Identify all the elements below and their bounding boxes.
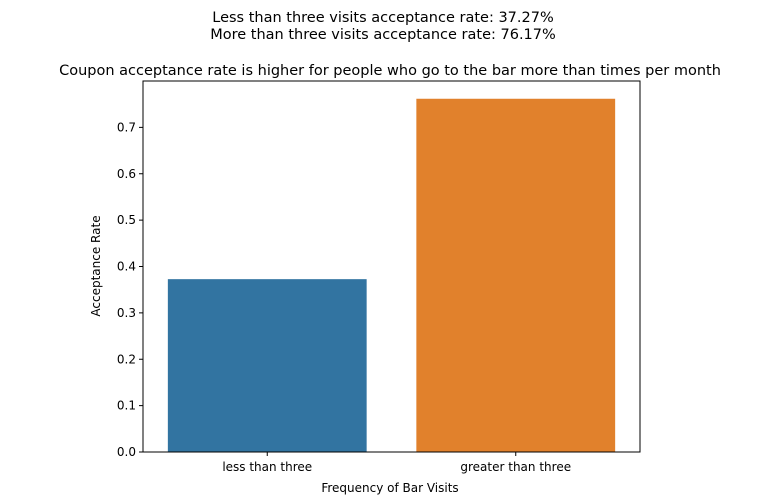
- suptitle-line-1: Less than three visits acceptance rate: …: [212, 10, 554, 26]
- bars-group: [167, 98, 616, 452]
- y-tick-label-6: 0.6: [117, 167, 136, 181]
- y-tick-label-4: 0.4: [117, 260, 136, 274]
- y-tick-label-7: 0.7: [117, 120, 136, 134]
- y-axis-label: Acceptance Rate: [89, 215, 103, 316]
- y-tick-label-1: 0.1: [117, 399, 136, 413]
- y-tick-label-5: 0.5: [117, 213, 136, 227]
- x-axis-ticks: less than three greater than three: [222, 452, 571, 474]
- y-tick-label-0: 0.0: [117, 445, 136, 459]
- chart-title: Coupon acceptance rate is higher for peo…: [59, 63, 721, 79]
- plot-frame: [142, 80, 641, 453]
- x-tick-label-1: greater than three: [460, 460, 571, 474]
- bar-1: [416, 98, 616, 452]
- x-axis-label: Frequency of Bar Visits: [321, 481, 458, 495]
- y-axis-ticks: 0.0 0.1 0.2 0.3 0.4 0.5 0.6 0.7: [117, 120, 143, 459]
- y-tick-label-3: 0.3: [117, 306, 136, 320]
- y-tick-label-2: 0.2: [117, 352, 136, 366]
- x-tick-label-0: less than three: [222, 460, 312, 474]
- suptitle-line-2: More than three visits acceptance rate: …: [210, 27, 556, 43]
- bar-0: [167, 279, 367, 452]
